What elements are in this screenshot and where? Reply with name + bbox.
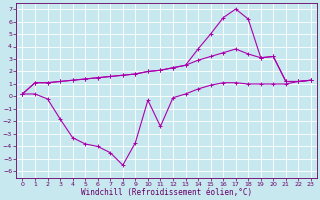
X-axis label: Windchill (Refroidissement éolien,°C): Windchill (Refroidissement éolien,°C) <box>81 188 252 197</box>
